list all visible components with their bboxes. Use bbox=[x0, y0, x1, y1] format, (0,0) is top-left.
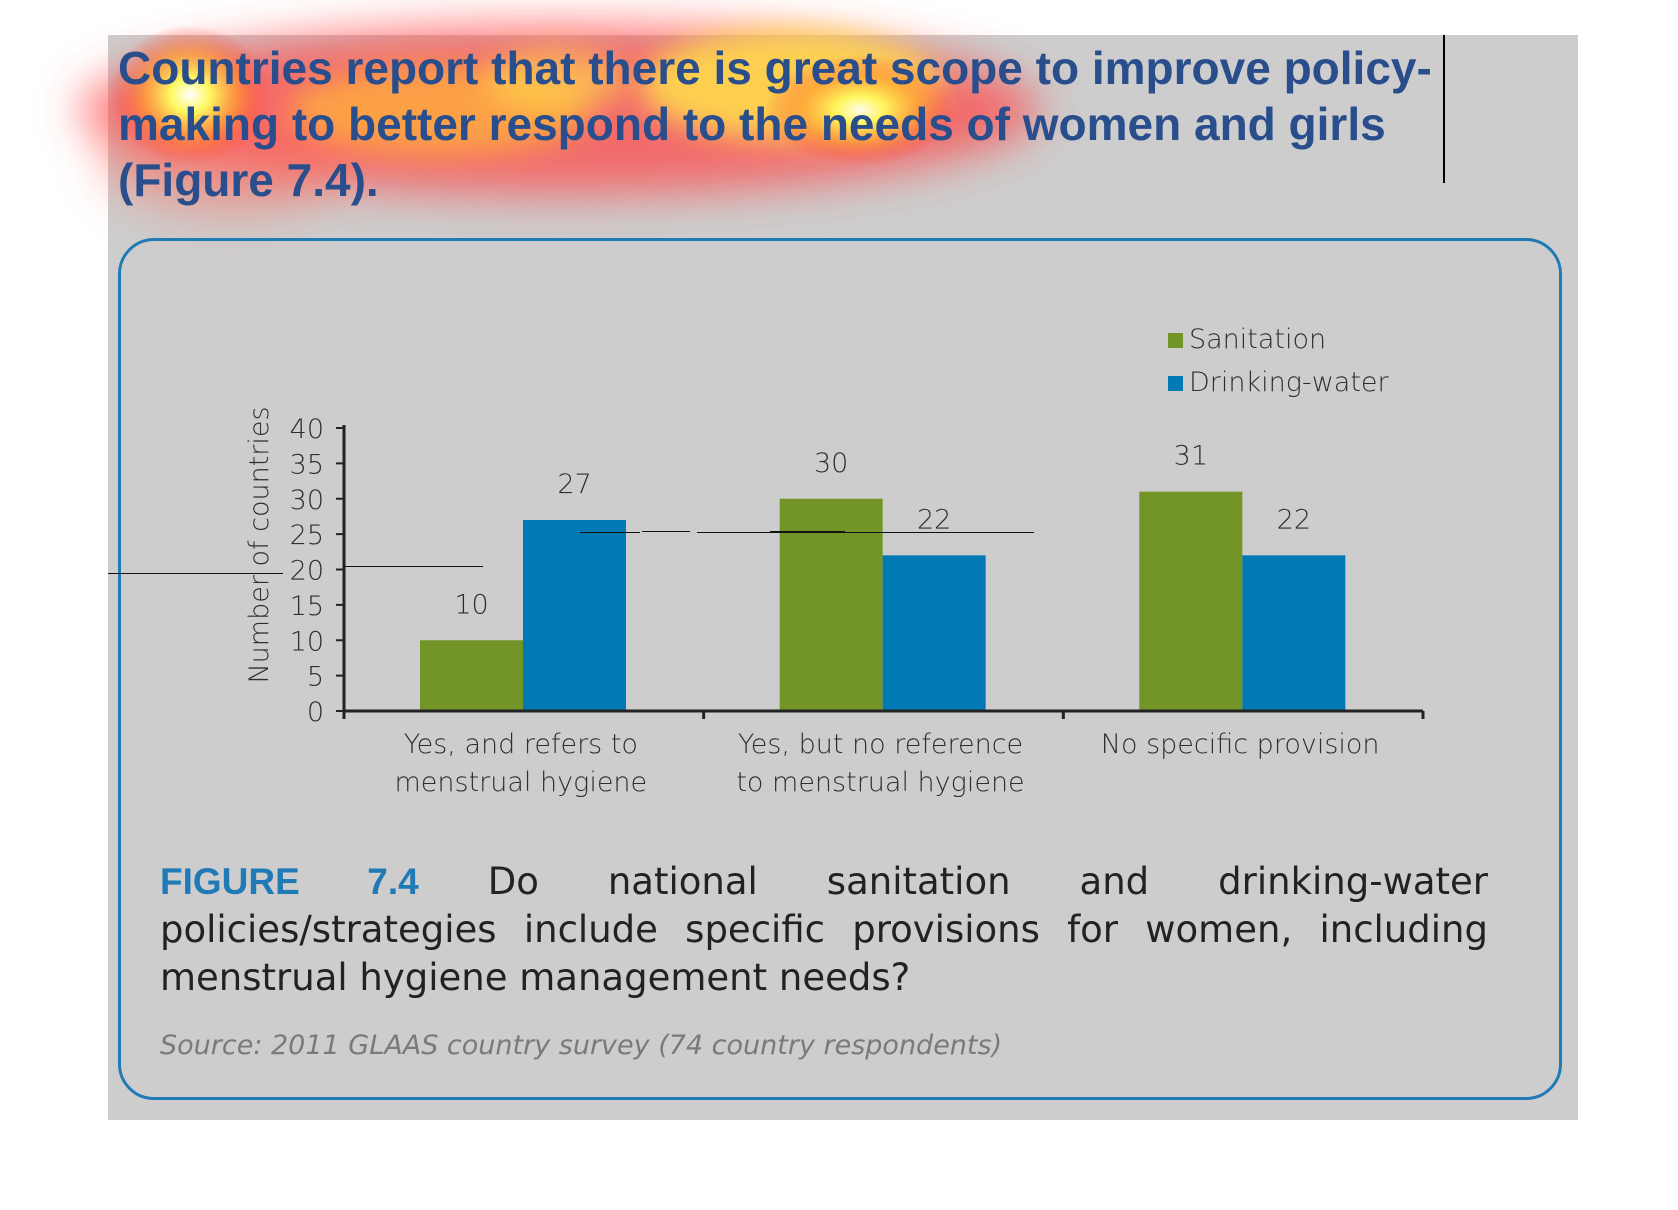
chart-legend: Sanitation Drinking-water bbox=[1168, 324, 1390, 398]
y-axis-label: Number of countries bbox=[244, 406, 275, 683]
stray-line bbox=[642, 531, 690, 532]
y-tick-label: 15 bbox=[290, 591, 324, 622]
y-tick-label: 35 bbox=[290, 449, 324, 480]
x-category-label: Yes, and refers to menstrual hygiene bbox=[395, 729, 648, 798]
figure-label: FIGURE 7.4 bbox=[160, 861, 419, 902]
y-axis: 0 5 10 15 20 25 30 35 40 bbox=[290, 414, 346, 728]
bar-drinking-water bbox=[523, 519, 626, 711]
data-label: 31 bbox=[1174, 441, 1208, 472]
y-axis-label-group: Number of countries bbox=[244, 406, 275, 683]
stray-line bbox=[580, 532, 640, 533]
x-category-label: Yes, but no reference to menstrual hygien… bbox=[736, 729, 1024, 798]
figure-caption: FIGURE 7.4 Do national sanitation and dr… bbox=[160, 858, 1488, 1002]
figure-box bbox=[118, 238, 1562, 1100]
data-label: 27 bbox=[557, 469, 591, 500]
legend-swatch bbox=[1168, 376, 1183, 391]
data-label: 10 bbox=[454, 589, 488, 620]
data-label: 30 bbox=[814, 448, 848, 479]
text-cursor-line bbox=[1443, 35, 1445, 183]
data-labels: 10 27 30 22 31 22 bbox=[454, 441, 1311, 621]
x-axis-labels: Yes, and refers to menstrual hygiene Yes, … bbox=[395, 729, 1380, 798]
y-tick-label: 0 bbox=[307, 697, 324, 728]
stray-line bbox=[770, 531, 845, 532]
x-axis bbox=[342, 709, 1425, 719]
bar-sanitation bbox=[420, 640, 523, 711]
bar-sanitation bbox=[779, 498, 883, 711]
figure-caption-text: Do national sanitation and drinking-wate… bbox=[160, 860, 1488, 999]
data-label: 22 bbox=[917, 504, 951, 535]
bar-sanitation bbox=[1139, 491, 1243, 711]
legend-swatch bbox=[1168, 333, 1183, 348]
x-category-label: No specific provision bbox=[1101, 729, 1380, 760]
page-heading: Countries report that there is great sco… bbox=[118, 42, 1432, 206]
bar-drinking-water bbox=[1242, 555, 1346, 711]
bar-drinking-water bbox=[882, 555, 986, 711]
stray-line bbox=[697, 532, 1034, 533]
data-label: 22 bbox=[1277, 504, 1311, 535]
figure-source: Source: 2011 GLAAS country survey (74 co… bbox=[160, 1030, 1003, 1061]
y-tick-label: 30 bbox=[290, 485, 324, 516]
y-tick-label: 10 bbox=[290, 626, 324, 657]
y-tick-label: 5 bbox=[307, 662, 324, 693]
y-tick-label: 20 bbox=[290, 556, 324, 587]
chart-bars bbox=[420, 491, 1346, 711]
legend-entry: Sanitation bbox=[1189, 324, 1326, 355]
stray-line bbox=[108, 573, 283, 574]
y-tick-label: 40 bbox=[290, 414, 324, 445]
legend-entry: Drinking-water bbox=[1189, 367, 1390, 398]
y-tick-label: 25 bbox=[290, 520, 324, 551]
stray-line bbox=[343, 566, 483, 567]
